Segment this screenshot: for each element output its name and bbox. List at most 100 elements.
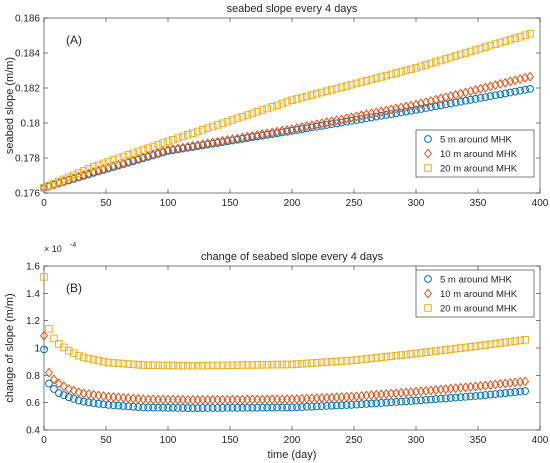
- data-point: [332, 84, 341, 93]
- data-point: [223, 117, 232, 126]
- legend-entry: 5 m around MHK: [440, 275, 512, 286]
- data-point: [89, 162, 98, 171]
- data-point: [99, 159, 108, 168]
- data-point: [352, 79, 361, 88]
- data-point: [273, 360, 281, 369]
- data-point: [169, 135, 177, 144]
- x-tick-label: 400: [532, 435, 549, 446]
- data-point: [218, 119, 227, 128]
- x-axis-label: time (day): [268, 449, 317, 461]
- x-tick-label: 150: [222, 198, 239, 209]
- series-3: [40, 273, 529, 370]
- data-point: [451, 393, 460, 402]
- data-point: [476, 341, 485, 350]
- data-point: [40, 273, 48, 281]
- data-point: [114, 154, 123, 163]
- data-point: [506, 35, 515, 44]
- data-point: [491, 390, 500, 398]
- data-point: [417, 62, 425, 71]
- data-point: [441, 55, 450, 63]
- data-point: [451, 52, 460, 60]
- data-point: [501, 89, 510, 98]
- data-point: [392, 109, 401, 118]
- data-point: [377, 111, 386, 120]
- legend-marker: [424, 275, 432, 283]
- data-point: [198, 361, 207, 370]
- data-point: [139, 361, 147, 369]
- data-point: [208, 122, 217, 131]
- data-point: [471, 392, 480, 400]
- data-point: [65, 346, 73, 355]
- data-point: [466, 47, 475, 56]
- data-point: [412, 64, 420, 72]
- data-point: [223, 361, 232, 370]
- data-point: [372, 74, 381, 83]
- data-point: [446, 394, 455, 402]
- data-point: [189, 129, 197, 137]
- data-point: [476, 94, 485, 102]
- data-point: [253, 107, 262, 116]
- data-point: [114, 359, 123, 368]
- data-point: [322, 87, 331, 95]
- data-point: [79, 388, 88, 399]
- legend-marker: [424, 164, 432, 172]
- data-point: [218, 361, 227, 370]
- data-point: [94, 390, 103, 401]
- data-point: [377, 353, 386, 362]
- data-point: [144, 361, 152, 369]
- data-point: [417, 105, 425, 113]
- data-point: [486, 340, 495, 349]
- data-point: [134, 393, 143, 404]
- y-tick-label: 0.6: [26, 398, 40, 409]
- x-tick-label: 350: [470, 435, 487, 446]
- data-point: [357, 355, 366, 364]
- data-point: [521, 376, 530, 387]
- data-point: [382, 352, 391, 361]
- data-point: [422, 61, 430, 69]
- data-point: [471, 95, 480, 103]
- data-point: [179, 361, 187, 370]
- data-point: [298, 93, 306, 102]
- data-point: [451, 344, 460, 353]
- data-point: [516, 32, 524, 41]
- data-point: [65, 173, 73, 182]
- legend-entry: 10 m around MHK: [440, 149, 518, 160]
- data-point: [526, 84, 534, 93]
- x-tick-label: 250: [346, 435, 363, 446]
- data-point: [436, 101, 445, 110]
- legend-entry: 10 m around MHK: [440, 289, 518, 300]
- data-point: [342, 356, 351, 365]
- data-point: [426, 103, 435, 112]
- data-point: [456, 50, 465, 59]
- data-point: [521, 85, 530, 94]
- data-point: [402, 66, 410, 75]
- chart-panel-1: 0 50 100 150 200 250 300 350 400 0.176 0.178 0.18 0.…: [4, 3, 549, 209]
- data-point: [99, 391, 108, 402]
- data-point: [392, 398, 401, 406]
- data-point: [64, 383, 73, 395]
- legend-marker: [424, 135, 432, 143]
- data-point: [263, 360, 271, 369]
- data-point: [109, 359, 118, 367]
- data-point: [258, 361, 267, 369]
- data-point: [521, 31, 529, 40]
- data-point: [352, 356, 361, 364]
- y-tick-label: 0.176: [15, 189, 40, 200]
- data-point: [342, 82, 351, 90]
- data-point: [446, 345, 455, 354]
- data-point: [501, 338, 510, 347]
- data-point: [293, 95, 301, 103]
- data-point: [174, 134, 182, 142]
- data-point: [491, 339, 500, 348]
- chart-title: seabed slope every 4 days: [227, 3, 358, 15]
- data-point: [203, 124, 212, 133]
- data-point: [74, 169, 83, 177]
- data-point: [516, 387, 525, 396]
- data-point: [461, 343, 470, 352]
- data-point: [387, 398, 396, 407]
- data-point: [74, 387, 83, 398]
- data-point: [59, 381, 68, 392]
- data-point: [193, 127, 202, 136]
- data-point: [491, 91, 500, 100]
